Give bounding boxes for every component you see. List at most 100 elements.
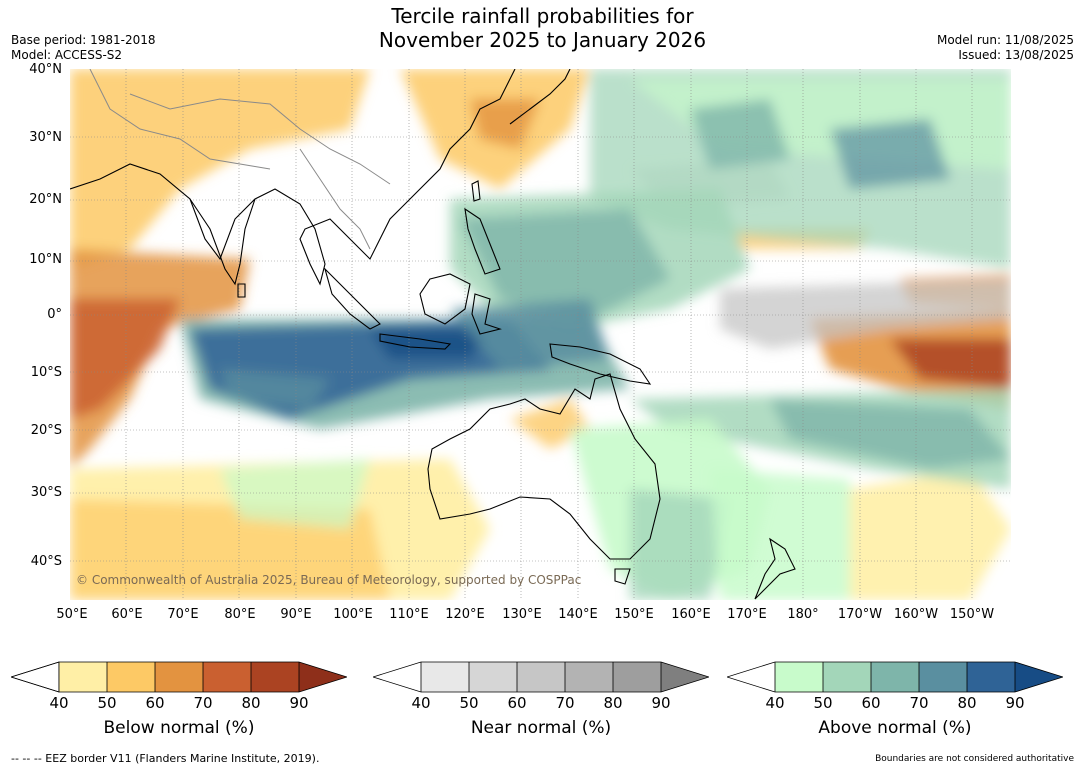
meta-left: Base period: 1981-2018 Model: ACCESS-S2	[11, 33, 156, 63]
near-tick-40: 40	[411, 694, 431, 712]
below-tick-60: 60	[145, 694, 165, 712]
map-title: Tercile rainfall probabilities for Novem…	[0, 4, 1085, 52]
lat-label-10s: 10°S	[30, 365, 62, 380]
model-name: Model: ACCESS-S2	[11, 48, 123, 62]
near-normal-colorbar	[373, 661, 709, 693]
model-run: Model run: 11/08/2025	[936, 33, 1074, 47]
below-swatch-3	[203, 662, 251, 692]
above-tick-90: 90	[1005, 694, 1025, 712]
eez-border-note: -- -- -- EEZ border V11 (Flanders Marine…	[11, 752, 320, 765]
below-tick-90: 90	[289, 694, 309, 712]
below-extend-high	[299, 662, 347, 692]
below-normal-colorbar	[11, 661, 347, 693]
asia-coast	[70, 69, 516, 286]
base-period: Base period: 1981-2018	[11, 33, 156, 47]
sulawesi-coast	[471, 293, 502, 335]
borneo-coast	[419, 273, 471, 325]
japan-coast	[509, 69, 571, 125]
lon-label-90e: 90°E	[280, 607, 312, 622]
lon-label-140e: 140°E	[558, 607, 598, 622]
title-line-2: November 2025 to January 2026	[378, 28, 707, 52]
near-extend-high	[661, 662, 709, 692]
lon-label-160e: 160°E	[671, 607, 711, 622]
lon-label-60e: 60°E	[111, 607, 143, 622]
below-extend-low	[11, 661, 60, 693]
below-tick-40: 40	[49, 694, 69, 712]
above-swatch-4	[967, 662, 1015, 692]
coastlines	[70, 69, 796, 600]
near-swatch-3	[565, 662, 613, 692]
below-swatch-4	[251, 662, 299, 692]
graticule	[70, 69, 1011, 600]
lon-label-70e: 70°E	[167, 607, 199, 622]
near-tick-90: 90	[651, 694, 671, 712]
above-tick-60: 60	[861, 694, 881, 712]
above-normal-title: Above normal (%)	[818, 718, 972, 738]
above-tick-80: 80	[957, 694, 977, 712]
above-swatch-0	[775, 662, 823, 692]
above-swatch-2	[871, 662, 919, 692]
near-extend-low	[373, 662, 421, 692]
issued-date: Issued: 13/08/2025	[958, 48, 1074, 62]
country-borders	[89, 69, 391, 250]
lon-label-160w: 160°W	[893, 607, 939, 622]
lat-label-20n: 20°N	[29, 192, 62, 207]
lat-label-30n: 30°N	[29, 130, 62, 145]
near-normal-title: Near normal (%)	[470, 718, 612, 738]
lon-label-100e: 100°E	[333, 607, 373, 622]
lon-label-80e: 80°E	[224, 607, 256, 622]
above-extend-low	[727, 662, 775, 692]
lon-label-170w: 170°W	[837, 607, 883, 622]
lon-label-130e: 130°E	[502, 607, 542, 622]
new-guinea-coast	[549, 343, 652, 385]
probability-fields	[70, 69, 1011, 600]
near-swatch-2	[517, 662, 565, 692]
boundary-disclaimer: Boundaries are not considered authoritat…	[875, 754, 1074, 764]
above-tick-40: 40	[765, 694, 785, 712]
sumatra-coast	[323, 267, 381, 330]
below-normal-title: Below normal (%)	[103, 718, 255, 738]
india-coast	[189, 198, 256, 286]
lon-label-50e: 50°E	[56, 607, 88, 622]
near-swatch-0	[421, 662, 469, 692]
above-tick-70: 70	[909, 694, 929, 712]
below-tick-80: 80	[241, 694, 261, 712]
title-line-1: Tercile rainfall probabilities for	[391, 4, 694, 28]
tasmania-coast	[614, 568, 631, 585]
near-tick-50: 50	[459, 694, 479, 712]
copyright-credit: © Commonwealth of Australia 2025, Bureau…	[76, 573, 582, 587]
lon-label-120e: 120°E	[445, 607, 485, 622]
near-tick-60: 60	[507, 694, 527, 712]
near-swatch-4	[613, 662, 661, 692]
near-tick-80: 80	[603, 694, 623, 712]
australia-coast	[427, 373, 661, 560]
lon-label-150w: 150°W	[949, 607, 995, 622]
sri-lanka-coast	[237, 283, 246, 298]
lat-label-40s: 40°S	[30, 554, 62, 569]
above-tick-50: 50	[813, 694, 833, 712]
near-swatch-1	[469, 662, 517, 692]
above-normal-colorbar	[727, 661, 1063, 693]
meta-right: Model run: 11/08/2025 Issued: 13/08/2025	[937, 33, 1074, 63]
lat-label-20s: 20°S	[30, 423, 62, 438]
below-swatch-2	[155, 662, 203, 692]
taiwan-coast	[471, 180, 481, 202]
philippines-coast	[464, 207, 501, 275]
above-swatch-3	[919, 662, 967, 692]
above-extend-high	[1015, 662, 1063, 692]
below-swatch-1	[107, 662, 155, 692]
lon-label-110e: 110°E	[389, 607, 429, 622]
above-swatch-1	[823, 662, 871, 692]
probability-map	[70, 69, 1011, 600]
near-tick-70: 70	[555, 694, 575, 712]
lon-label-150e: 150°E	[614, 607, 654, 622]
lon-label-170e: 170°E	[727, 607, 767, 622]
lat-label-30s: 30°S	[30, 485, 62, 500]
below-tick-50: 50	[97, 694, 117, 712]
lat-label-40n: 40°N	[29, 62, 62, 77]
below-swatch-0	[59, 662, 107, 692]
lon-label-180: 180°	[787, 607, 819, 622]
new-zealand-coast	[754, 537, 796, 600]
java-coast	[379, 333, 452, 350]
lat-label-10n: 10°N	[29, 252, 62, 267]
